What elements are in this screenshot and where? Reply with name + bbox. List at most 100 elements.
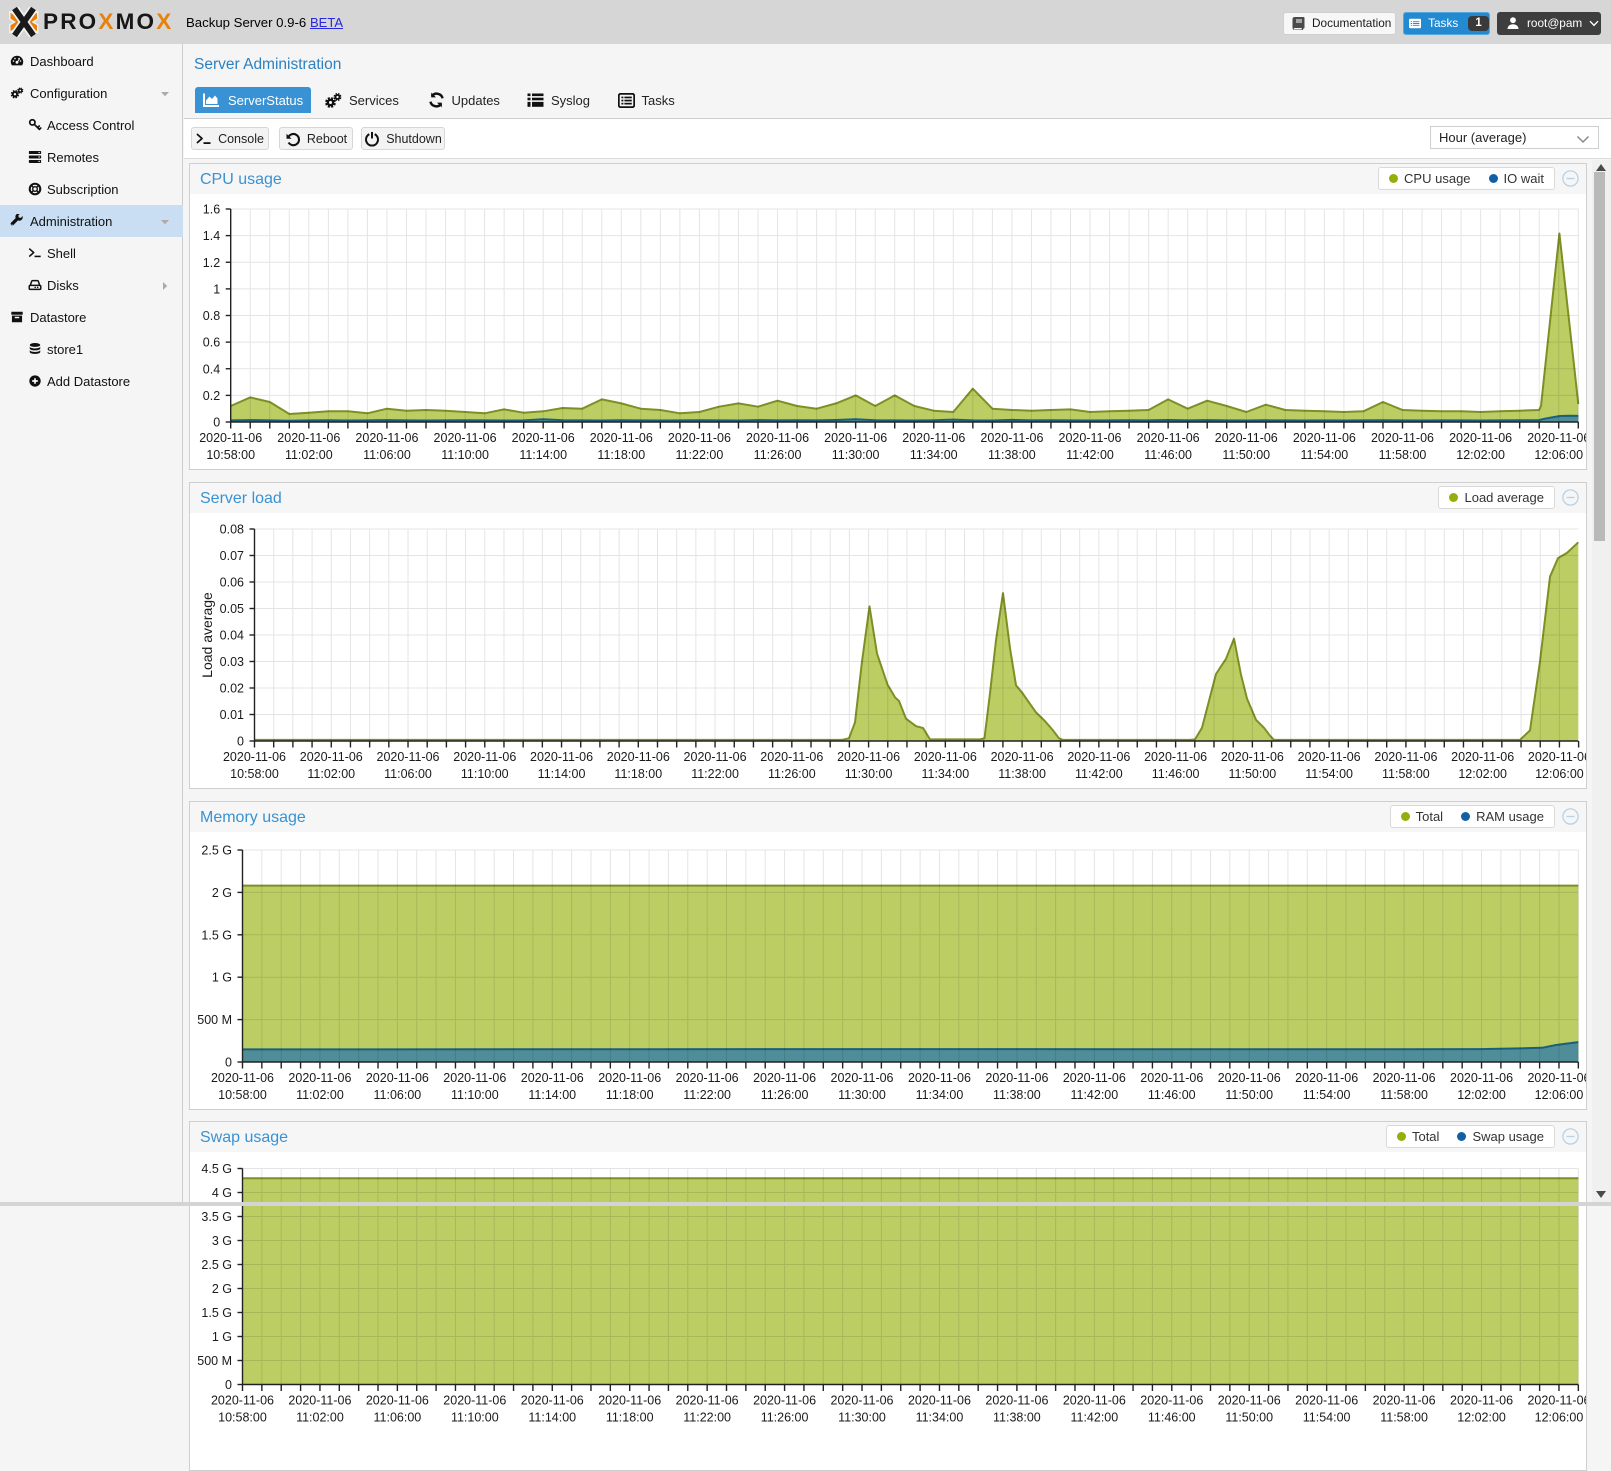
svg-text:2020-11-06: 2020-11-06 [831, 1071, 894, 1085]
svg-text:11:38:00: 11:38:00 [993, 1088, 1041, 1102]
svg-text:11:14:00: 11:14:00 [538, 767, 586, 781]
svg-text:2020-11-06: 2020-11-06 [1218, 1394, 1281, 1408]
svg-text:11:06:00: 11:06:00 [374, 1411, 422, 1425]
svg-text:0: 0 [225, 1378, 232, 1392]
svg-text:2020-11-06: 2020-11-06 [1528, 750, 1586, 764]
svg-text:2020-11-06: 2020-11-06 [300, 750, 363, 764]
svg-text:11:46:00: 11:46:00 [1148, 1088, 1196, 1102]
svg-text:2020-11-06: 2020-11-06 [908, 1071, 971, 1085]
svg-text:2020-11-06: 2020-11-06 [521, 1071, 584, 1085]
svg-text:2020-11-06: 2020-11-06 [377, 750, 440, 764]
svg-text:11:14:00: 11:14:00 [519, 448, 567, 462]
svg-text:2020-11-06: 2020-11-06 [223, 750, 286, 764]
svg-text:12:06:00: 12:06:00 [1535, 767, 1584, 781]
svg-text:11:22:00: 11:22:00 [683, 1411, 731, 1425]
svg-text:11:02:00: 11:02:00 [296, 1088, 344, 1102]
svg-text:2.5 G: 2.5 G [201, 844, 232, 858]
svg-text:11:38:00: 11:38:00 [993, 1411, 1041, 1425]
svg-text:2020-11-06: 2020-11-06 [288, 1071, 351, 1085]
svg-text:11:54:00: 11:54:00 [1303, 1411, 1351, 1425]
svg-text:11:46:00: 11:46:00 [1148, 1411, 1196, 1425]
svg-text:500 M: 500 M [197, 1013, 232, 1027]
svg-text:0.08: 0.08 [220, 523, 244, 537]
svg-text:2020-11-06: 2020-11-06 [1373, 1071, 1436, 1085]
svg-text:11:22:00: 11:22:00 [691, 767, 739, 781]
svg-text:2020-11-06: 2020-11-06 [985, 1071, 1048, 1085]
svg-text:11:42:00: 11:42:00 [1070, 1411, 1118, 1425]
svg-text:11:42:00: 11:42:00 [1075, 767, 1123, 781]
svg-text:2020-11-06: 2020-11-06 [1527, 431, 1586, 445]
svg-text:11:14:00: 11:14:00 [528, 1411, 576, 1425]
svg-text:2020-11-06: 2020-11-06 [1449, 431, 1512, 445]
svg-text:2020-11-06: 2020-11-06 [668, 431, 731, 445]
svg-text:11:30:00: 11:30:00 [838, 1411, 886, 1425]
svg-text:2020-11-06: 2020-11-06 [1144, 750, 1207, 764]
svg-text:2020-11-06: 2020-11-06 [598, 1394, 661, 1408]
svg-text:11:10:00: 11:10:00 [451, 1411, 499, 1425]
svg-text:11:10:00: 11:10:00 [461, 767, 509, 781]
svg-text:2020-11-06: 2020-11-06 [598, 1071, 661, 1085]
svg-text:2020-11-06: 2020-11-06 [1371, 431, 1434, 445]
svg-text:2020-11-06: 2020-11-06 [980, 431, 1043, 445]
svg-text:2020-11-06: 2020-11-06 [366, 1071, 429, 1085]
svg-text:12:02:00: 12:02:00 [1457, 1411, 1506, 1425]
svg-text:12:02:00: 12:02:00 [1458, 767, 1507, 781]
svg-text:2020-11-06: 2020-11-06 [684, 750, 747, 764]
svg-text:0.06: 0.06 [220, 576, 244, 590]
svg-text:10:58:00: 10:58:00 [230, 767, 279, 781]
svg-text:2020-11-06: 2020-11-06 [1067, 750, 1130, 764]
svg-text:2020-11-06: 2020-11-06 [760, 750, 823, 764]
svg-text:11:38:00: 11:38:00 [988, 448, 1036, 462]
svg-text:11:30:00: 11:30:00 [838, 1088, 886, 1102]
svg-text:12:02:00: 12:02:00 [1456, 448, 1505, 462]
svg-text:11:50:00: 11:50:00 [1225, 1411, 1273, 1425]
svg-text:11:18:00: 11:18:00 [597, 448, 645, 462]
svg-text:11:06:00: 11:06:00 [384, 767, 432, 781]
svg-text:2020-11-06: 2020-11-06 [199, 431, 262, 445]
svg-text:2020-11-06: 2020-11-06 [985, 1394, 1048, 1408]
svg-text:2020-11-06: 2020-11-06 [211, 1394, 274, 1408]
svg-text:3.5 G: 3.5 G [201, 1210, 232, 1224]
svg-text:2020-11-06: 2020-11-06 [753, 1071, 816, 1085]
svg-text:11:54:00: 11:54:00 [1301, 448, 1349, 462]
svg-text:2020-11-06: 2020-11-06 [746, 431, 809, 445]
svg-text:11:50:00: 11:50:00 [1222, 448, 1270, 462]
svg-text:2020-11-06: 2020-11-06 [512, 431, 575, 445]
svg-text:2020-11-06: 2020-11-06 [211, 1071, 274, 1085]
svg-text:0.07: 0.07 [220, 549, 244, 563]
svg-text:1.2: 1.2 [203, 256, 220, 270]
svg-text:11:02:00: 11:02:00 [285, 448, 333, 462]
svg-text:2020-11-06: 2020-11-06 [434, 431, 497, 445]
svg-text:11:58:00: 11:58:00 [1380, 1088, 1428, 1102]
svg-text:0: 0 [213, 416, 220, 430]
svg-text:2020-11-06: 2020-11-06 [914, 750, 977, 764]
svg-text:0.6: 0.6 [203, 336, 220, 350]
svg-text:2020-11-06: 2020-11-06 [831, 1394, 894, 1408]
svg-text:500 M: 500 M [197, 1354, 232, 1368]
svg-text:2020-11-06: 2020-11-06 [1450, 1394, 1513, 1408]
svg-text:1.5 G: 1.5 G [201, 928, 232, 942]
svg-text:2020-11-06: 2020-11-06 [908, 1394, 971, 1408]
svg-text:11:26:00: 11:26:00 [768, 767, 816, 781]
svg-text:11:30:00: 11:30:00 [845, 767, 893, 781]
svg-text:2020-11-06: 2020-11-06 [1451, 750, 1514, 764]
svg-text:4.5 G: 4.5 G [201, 1162, 232, 1176]
svg-text:2020-11-06: 2020-11-06 [443, 1394, 506, 1408]
svg-text:2020-11-06: 2020-11-06 [1137, 431, 1200, 445]
svg-text:2020-11-06: 2020-11-06 [676, 1394, 739, 1408]
svg-text:11:34:00: 11:34:00 [916, 1411, 964, 1425]
svg-text:4 G: 4 G [212, 1186, 232, 1200]
svg-text:2020-11-06: 2020-11-06 [1293, 431, 1356, 445]
svg-text:11:10:00: 11:10:00 [451, 1088, 499, 1102]
svg-text:11:58:00: 11:58:00 [1382, 767, 1430, 781]
svg-text:0.4: 0.4 [203, 362, 220, 376]
svg-text:0.03: 0.03 [220, 655, 244, 669]
svg-text:2020-11-06: 2020-11-06 [366, 1394, 429, 1408]
svg-text:2020-11-06: 2020-11-06 [1059, 431, 1122, 445]
svg-text:11:54:00: 11:54:00 [1305, 767, 1353, 781]
svg-text:0: 0 [237, 735, 244, 749]
svg-text:11:34:00: 11:34:00 [916, 1088, 964, 1102]
svg-text:2020-11-06: 2020-11-06 [1140, 1071, 1203, 1085]
svg-text:11:22:00: 11:22:00 [683, 1088, 731, 1102]
svg-text:2020-11-06: 2020-11-06 [443, 1071, 506, 1085]
